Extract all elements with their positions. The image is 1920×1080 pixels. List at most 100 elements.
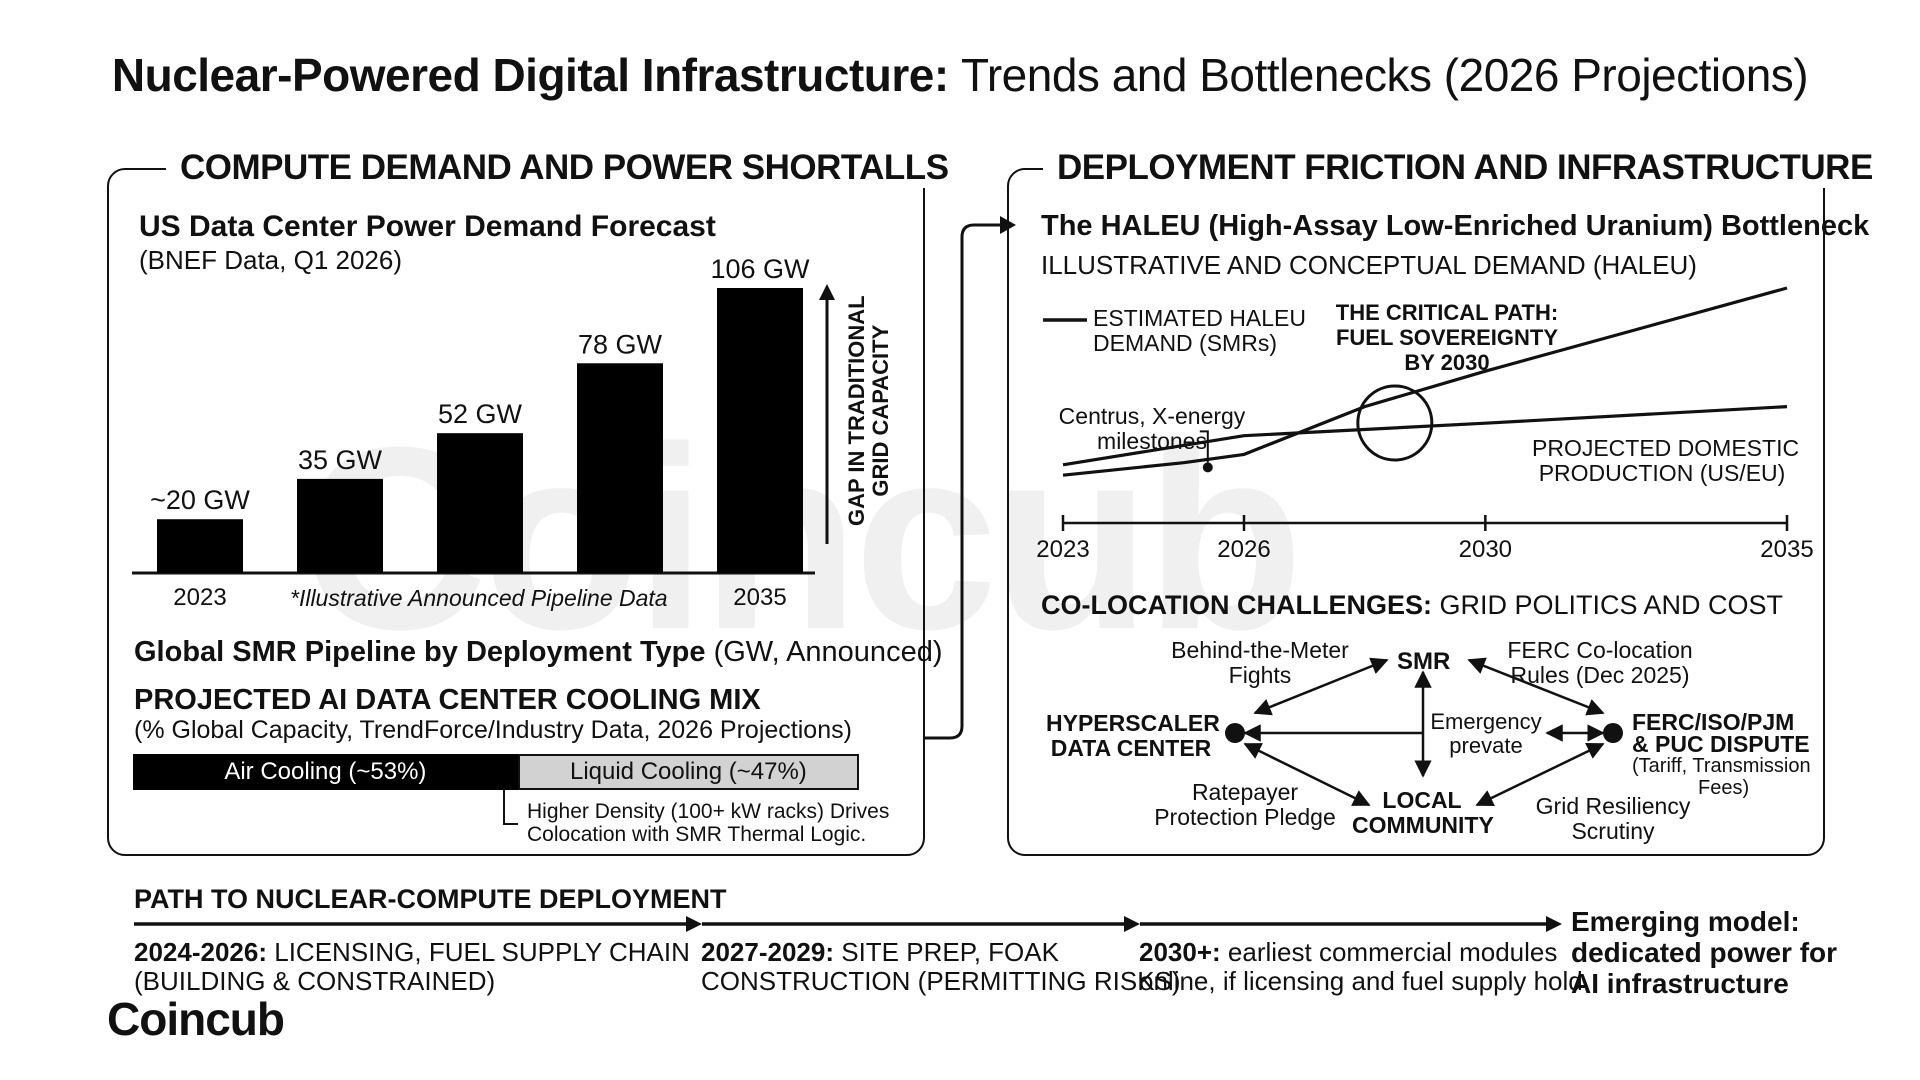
diagram-edges (1243, 657, 1605, 807)
ferc-line-4: Fees) (1698, 777, 1750, 799)
timeline-outcome: Emerging model: dedicated power for AI i… (1571, 906, 1837, 999)
smr-unit: (GW, Announced) (713, 636, 943, 668)
critical-path-circle (1356, 384, 1434, 462)
demand-bar (717, 288, 803, 573)
cooling-note: Higher Density (100+ kW racks) Drives Co… (527, 800, 889, 846)
edge-community-ferc (1475, 742, 1605, 807)
cooling-note-line-2: Colocation with SMR Thermal Logic. (527, 823, 867, 846)
left-panel-heading: COMPUTE DEMAND AND POWER SHORTALLS (166, 148, 963, 188)
page-title: Nuclear-Powered Digital Infrastructure: … (0, 48, 1920, 102)
cooling-title: PROJECTED AI DATA CENTER COOLING MIX (134, 684, 761, 716)
production-label: PROJECTED DOMESTIC PRODUCTION (US/EU) (1532, 435, 1800, 486)
cooling-mix-bar: Air Cooling (~53%) Liquid Cooling (~47%) (133, 754, 859, 790)
gap-label-line-1: GAP IN TRADITIONAL (844, 295, 869, 526)
bar-value-label: 52 GW (438, 399, 523, 429)
gap-label-line-2: GRID CAPACITY (868, 324, 893, 497)
milestone-line-1: Centrus, X-energy (1058, 403, 1246, 429)
cooling-note-connector (503, 790, 518, 825)
btm-line-2: Fights (1228, 662, 1292, 688)
forecast-title: US Data Center Power Demand Forecast (139, 210, 716, 243)
timeline-heading: PATH TO NUCLEAR-COMPUTE DEPLOYMENT (134, 884, 727, 914)
legend-line-1: ESTIMATED HALEU (1093, 305, 1306, 331)
title-bold: Nuclear-Powered Digital Infrastructure: (111, 49, 949, 101)
edge-hyperscaler-smr (1253, 657, 1389, 716)
production-line-2: PRODUCTION (US/EU) (1538, 460, 1786, 486)
step2-years: 2027-2029: (701, 937, 834, 967)
timeline-step-1: 2024-2026: LICENSING, FUEL SUPPLY CHAIN … (134, 938, 690, 996)
title-light: Trends and Bottlenecks (2026 Projections… (960, 49, 1809, 101)
demand-bar (437, 433, 523, 573)
colocation-title: CO-LOCATION CHALLENGES: GRID POLITICS AN… (1041, 590, 1783, 621)
grid-line-2: Scrutiny (1571, 818, 1655, 844)
timeline-arrowhead-1 (686, 916, 702, 932)
demand-bar (297, 478, 383, 573)
colocation-diagram (1225, 657, 1623, 807)
demand-bar (577, 363, 663, 573)
legend-haleu: ESTIMATED HALEU DEMAND (SMRs) (1093, 306, 1306, 356)
bar-value-label: 78 GW (578, 329, 663, 359)
outcome-line-1: Emerging model: (1571, 906, 1800, 937)
edge-smr-ferc (1467, 657, 1605, 716)
step3-text-a: earliest commercial modules (1227, 937, 1558, 967)
footnote: *Illustrative Announced Pipeline Data (290, 585, 668, 611)
community-line-1: LOCAL (1382, 787, 1462, 813)
cooling-note-line-1: Higher Density (100+ kW racks) Drives (527, 800, 890, 823)
gap-arrow-head (819, 284, 835, 300)
node-smr: SMR (1397, 648, 1451, 675)
liquid-cooling-label: Liquid Cooling (~47%) (569, 758, 807, 785)
smr-title-row: Global SMR Pipeline by Deployment Type (… (134, 636, 942, 669)
ratepayer-line-1: Ratepayer (1191, 779, 1299, 805)
bar-category-label: 2035 (733, 584, 786, 611)
timeline-arrowhead-2 (1124, 916, 1140, 932)
node-ferc: FERC/ISO/PJM & PUC DISPUTE (Tariff, Tran… (1632, 711, 1811, 800)
edge-label-ratepayer: Ratepayer Protection Pledge (1145, 780, 1345, 830)
timeline-step-2: 2027-2029: SITE PREP, FOAK CONSTRUCTION … (701, 938, 1181, 996)
x-tick-label: 2023 (1036, 536, 1089, 563)
series-domestic-production (1062, 405, 1788, 467)
community-line-2: COMMUNITY (1352, 812, 1494, 838)
grid-line-1: Grid Resiliency (1535, 793, 1691, 819)
hyperscaler-line-2: DATA CENTER (1050, 735, 1212, 761)
critical-line-2: FUEL SOVEREIGNTY (1335, 325, 1559, 350)
node-hyperscaler-dot (1225, 723, 1245, 743)
x-tick-label: 2035 (1760, 536, 1813, 563)
ferc-line-3: (Tariff, Transmission (1632, 755, 1811, 777)
milestone-label: Centrus, X-energy milestones (1052, 404, 1252, 454)
emergency-line-2: prevate (1449, 733, 1523, 758)
forecast-source: (BNEF Data, Q1 2026) (139, 245, 402, 275)
air-cooling-label: Air Cooling (~53%) (224, 758, 427, 785)
coincub-logo: Coincub (107, 993, 285, 1045)
right-panel-heading: DEPLOYMENT FRICTION AND INFRASTRUCTURE (1043, 148, 1887, 188)
step2-text-b: CONSTRUCTION (PERMITTING RISKS) (701, 966, 1181, 996)
node-community: LOCAL COMMUNITY (1352, 787, 1494, 838)
edge-label-btm: Behind-the-Meter Fights (1155, 638, 1365, 688)
ferc-line-2: & PUC DISPUTE (1632, 731, 1810, 757)
step1-text-b: (BUILDING & CONSTRAINED) (134, 966, 496, 996)
x-tick-label: 2026 (1217, 536, 1270, 563)
step3-text-b: online, if licensing and fuel supply hol… (1139, 966, 1583, 996)
step2-text-a: SITE PREP, FOAK (841, 937, 1059, 967)
colocation-bold: CO-LOCATION CHALLENGES: (1041, 590, 1432, 620)
colocation-light: GRID POLITICS AND COST (1439, 590, 1784, 620)
x-tick-label: 2030 (1459, 536, 1512, 563)
node-ferc-dot (1603, 723, 1623, 743)
bar-category-label: 2023 (173, 584, 226, 611)
timeline-arrows (134, 916, 1562, 932)
haleu-subtitle: ILLUSTRATIVE AND CONCEPTUAL DEMAND (HALE… (1041, 250, 1697, 280)
step1-years: 2024-2026: (134, 937, 267, 967)
hyperscaler-line-1: HYPERSCALER (1046, 710, 1220, 736)
critical-path-label: THE CRITICAL PATH: FUEL SOVEREIGNTY BY 2… (1322, 300, 1572, 375)
production-line-1: PROJECTED DOMESTIC (1532, 435, 1800, 461)
critical-line-3: BY 2030 (1404, 350, 1490, 375)
milestone-line-2: milestones (1097, 428, 1207, 454)
haleu-title: The HALEU (High-Assay Low-Enriched Urani… (1041, 210, 1870, 242)
liquid-cooling-segment: Liquid Cooling (~47%) (517, 754, 859, 790)
series-haleu-demand (1062, 286, 1788, 477)
emergency-line-1: Emergency (1430, 709, 1542, 734)
edge-label-ferc: FERC Co-location Rules (Dec 2025) (1500, 638, 1700, 688)
milestone-marker (1202, 462, 1213, 473)
ratepayer-line-2: Protection Pledge (1154, 804, 1336, 830)
btm-line-1: Behind-the-Meter (1171, 637, 1349, 663)
ferc-rules-line-1: FERC Co-location (1507, 637, 1693, 663)
timeline-arrowhead-3 (1546, 916, 1562, 932)
